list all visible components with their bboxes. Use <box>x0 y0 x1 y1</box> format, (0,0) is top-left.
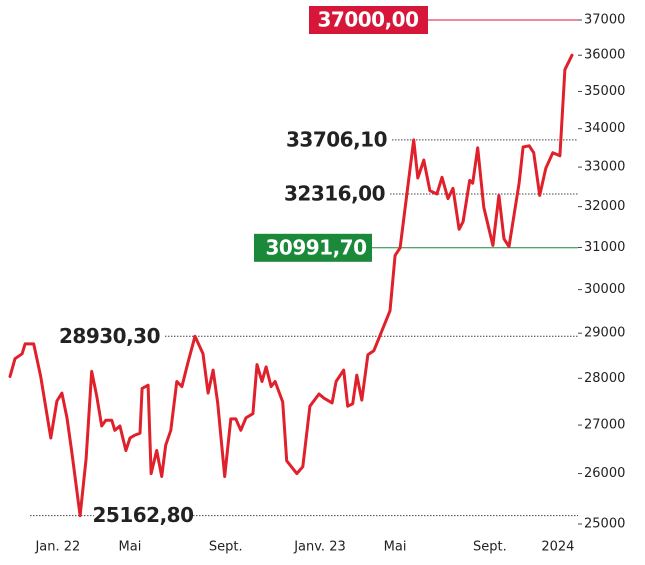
annotation-label: 25162,80 <box>92 503 193 527</box>
x-tick-label: Sept. <box>209 540 243 555</box>
label-box <box>254 233 372 262</box>
x-tick-label: 2024 <box>541 540 574 555</box>
annotation-label: 28930,30 <box>59 324 160 348</box>
x-tick-label: Mai <box>119 540 142 555</box>
annotation-label: 30991,70 <box>265 235 366 259</box>
y-tick-label: 29000 <box>584 326 625 341</box>
label-box <box>309 6 428 34</box>
y-tick-label: 28000 <box>584 371 625 386</box>
y-tick-label: 25000 <box>584 517 625 532</box>
annotation-label: 32316,00 <box>284 182 385 206</box>
y-tick-label: 37000 <box>584 13 625 28</box>
y-tick-label: 27000 <box>584 418 625 433</box>
x-tick-label: Janv. 23 <box>293 540 346 555</box>
x-tick-label: Sept. <box>473 540 507 555</box>
y-tick-label: 34000 <box>584 121 625 136</box>
price-line <box>8 53 574 518</box>
annotation-label: 37000,00 <box>317 8 418 32</box>
y-tick-label: 33000 <box>584 160 625 175</box>
y-tick-label: 32000 <box>584 199 625 214</box>
y-tick-label: 30000 <box>584 282 625 297</box>
y-tick-label: 26000 <box>584 466 625 481</box>
y-tick-label: 31000 <box>584 240 625 255</box>
y-tick-label: 35000 <box>584 84 625 99</box>
annotation-label: 33706,10 <box>286 127 387 151</box>
y-tick-label: 36000 <box>584 48 625 63</box>
x-tick-label: Mai <box>384 540 407 555</box>
x-tick-label: Jan. 22 <box>34 540 80 555</box>
